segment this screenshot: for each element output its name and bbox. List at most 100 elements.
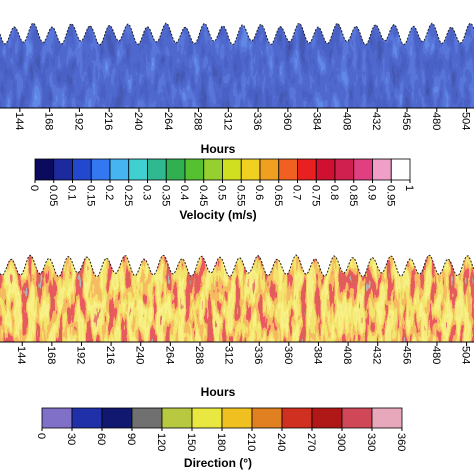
colorbar-tick-label: 60: [95, 433, 107, 445]
x-tick-label: 192: [72, 112, 84, 130]
x-tick-label: 360: [281, 112, 293, 130]
colorbar-tick-label: 90: [125, 433, 137, 445]
colorbar-swatch: [390, 158, 411, 181]
x-tick-label: 432: [370, 112, 382, 130]
colorbar-swatch: [165, 158, 186, 181]
colorbar-swatch: [311, 407, 343, 429]
colorbar-tick-label: 360: [395, 433, 407, 451]
colorbar-swatch: [72, 158, 92, 181]
wave-edge: [0, 254, 474, 278]
x-tick-label: 168: [43, 112, 55, 130]
colorbar-label: Velocity (m/s): [179, 208, 256, 222]
colorbar-tick-label: 0.6: [253, 185, 265, 200]
x-tick-label: 312: [223, 346, 235, 364]
colorbar-swatch: [221, 407, 253, 429]
colorbar-swatch: [34, 158, 55, 181]
colorbar-swatch: [184, 158, 205, 181]
x-tick-label: 432: [371, 346, 383, 364]
x-tick-label: 144: [15, 346, 27, 364]
x-tick-label: 504: [460, 112, 472, 130]
colorbar-swatch: [53, 158, 73, 181]
colorbar-tick-label: 0.95: [384, 185, 396, 206]
colorbar-swatch: [281, 407, 313, 429]
x-tick-label: 336: [251, 112, 263, 130]
x-tick-label: 264: [163, 346, 175, 364]
colorbar-tick-label: 0: [28, 185, 40, 191]
colorbar-tick-label: 180: [215, 433, 227, 451]
x-tick-label: 456: [400, 112, 412, 130]
colorbar-tick-label: 0.35: [159, 185, 171, 206]
x-tick-label: 384: [311, 112, 323, 130]
colorbar-swatch: [334, 158, 355, 181]
colorbar-tick-label: 0.8: [328, 185, 340, 200]
x-tick-label: 480: [430, 346, 442, 364]
colorbar-swatch: [251, 407, 283, 429]
x-tick-label: 312: [221, 112, 233, 130]
colorbar-tick-label: 0.3: [141, 185, 153, 200]
colorbar-swatch: [131, 407, 163, 429]
x-tick-label: 504: [460, 346, 472, 364]
colorbar-swatch: [203, 158, 223, 181]
colorbar-tick-label: 0.25: [122, 185, 134, 206]
x-tick-label: 168: [45, 346, 57, 364]
x-tick-label: 360: [282, 346, 294, 364]
colorbar-swatch: [101, 407, 133, 429]
x-tick-label: 240: [134, 346, 146, 364]
colorbar-swatch: [341, 407, 373, 429]
x-tick-label: 288: [192, 112, 204, 130]
x-axis-label: Hours: [201, 142, 236, 156]
x-tick-label: 456: [400, 346, 412, 364]
colorbar-swatch: [90, 158, 111, 181]
x-tick-label: 264: [162, 112, 174, 130]
colorbar-tick-label: 0: [35, 433, 47, 439]
colorbar-swatch: [161, 407, 193, 429]
colorbar-swatch: [41, 407, 73, 429]
heatmap-image: [0, 23, 474, 108]
colorbar-tick-label: 0.7: [291, 185, 303, 200]
colorbar-tick-label: 330: [365, 433, 377, 451]
colorbar-tick-label: 0.1: [66, 185, 78, 200]
colorbar-tick-label: 0.05: [47, 185, 59, 206]
x-tick-label: 480: [430, 112, 442, 130]
colorbar-swatch: [259, 158, 280, 181]
heatmap-image: [0, 255, 474, 342]
colorbar-swatch: [278, 158, 298, 181]
colorbar-tick-label: 0.45: [197, 185, 209, 206]
x-tick-label: 288: [193, 346, 205, 364]
x-tick-label: 216: [102, 112, 114, 130]
colorbar-tick-label: 0.75: [309, 185, 321, 206]
x-tick-label: 216: [104, 346, 116, 364]
x-tick-label: 408: [341, 346, 353, 364]
colorbar-tick-label: 270: [305, 433, 317, 451]
colorbar-tick-label: 0.65: [272, 185, 284, 206]
x-tick-label: 384: [311, 346, 323, 364]
colorbar-tick-label: 300: [335, 433, 347, 451]
colorbar-swatch: [128, 158, 148, 181]
colorbar-tick-label: 1: [403, 185, 415, 191]
colorbar-tick-label: 0.4: [178, 185, 190, 200]
colorbar-tick-label: 0.85: [347, 185, 359, 206]
colorbar-swatch: [147, 158, 167, 181]
colorbar-tick-label: 0.55: [234, 185, 246, 206]
colorbar-swatch: [372, 158, 392, 181]
x-axis-label: Hours: [201, 385, 236, 399]
x-tick-label: 336: [252, 346, 264, 364]
colorbar-swatch: [191, 407, 223, 429]
colorbar-swatch: [222, 158, 242, 181]
x-tick-label: 240: [132, 112, 144, 130]
x-tick-label: 408: [340, 112, 352, 130]
colorbar-swatch: [71, 407, 103, 429]
colorbar-swatch: [353, 158, 373, 181]
colorbar-swatch: [371, 407, 403, 429]
colorbar-tick-label: 30: [65, 433, 77, 445]
colorbar-tick-label: 120: [155, 433, 167, 451]
colorbar-tick-label: 0.2: [103, 185, 115, 200]
colorbar-tick-label: 0.9: [366, 185, 378, 200]
colorbar-tick-label: 150: [185, 433, 197, 451]
colorbar-label: Direction (°): [184, 456, 252, 470]
colorbar-swatch: [240, 158, 261, 181]
colorbar-tick-label: 0.15: [84, 185, 96, 206]
x-tick-label: 144: [13, 112, 25, 130]
colorbar-swatch: [315, 158, 336, 181]
